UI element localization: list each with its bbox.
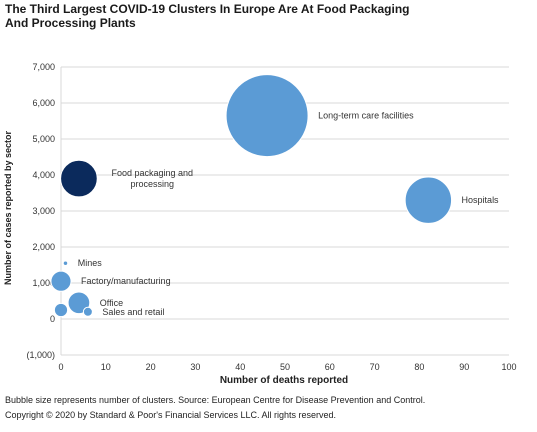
footnote: Bubble size represents number of cluster… (5, 395, 426, 405)
bubble-chart: (1,000)01,0002,0003,0004,0005,0006,0007,… (3, 62, 517, 386)
x-tick-label: 40 (235, 362, 245, 372)
x-tick-labels: 0 10 20 30 40 50 60 70 80 90 100 (58, 362, 516, 372)
x-tick-label: 70 (370, 362, 380, 372)
x-tick-label: 90 (459, 362, 469, 372)
x-tick-label: 60 (325, 362, 335, 372)
bubble-hospitals (404, 176, 453, 224)
y-tick-labels: (1,000) 0 1,000 2,000 3,000 4,000 5,000 6,000 7,… (26, 62, 55, 360)
x-tick-label: 0 (58, 362, 63, 372)
bubble-mines (62, 260, 69, 266)
bubble-label: Food packaging and processing (111, 168, 193, 189)
bubble-food-packaging-and-processing (60, 159, 98, 198)
bubble-label: Sales and retail (102, 307, 164, 317)
x-tick-label: 50 (280, 362, 290, 372)
y-tick-label: 4,000 (32, 170, 55, 180)
bubble-label: Mines (78, 258, 103, 268)
x-tick-label: 10 (101, 362, 111, 372)
bubble-long-term-care-facilities (225, 74, 309, 158)
bubble-office (67, 291, 91, 315)
bubble-factory-manufacturing (50, 270, 72, 292)
bubble-label: Hospitals (462, 195, 500, 205)
bubble-unlabeled (53, 302, 69, 318)
y-axis-label: Number of cases reported by sector (3, 130, 13, 285)
x-tick-label: 30 (190, 362, 200, 372)
x-axis-label: Number of deaths reported (220, 375, 348, 386)
y-tick-label: 2,000 (32, 242, 55, 252)
bubble-labels: Long-term care facilities Hospitals Food p… (78, 111, 499, 317)
y-tick-label: 6,000 (32, 98, 55, 108)
x-tick-label: 80 (414, 362, 424, 372)
y-tick-label: 0 (50, 314, 55, 324)
x-tick-label: 100 (501, 362, 516, 372)
y-tick-label: 5,000 (32, 134, 55, 144)
bubbles (50, 74, 453, 318)
y-tick-label: (1,000) (26, 350, 55, 360)
bubble-sales-and-retail (82, 306, 93, 317)
chart-title: The Third Largest COVID-19 Clusters In E… (5, 2, 410, 30)
y-tick-label: 1,000 (32, 278, 55, 288)
y-tick-label: 7,000 (32, 62, 55, 72)
bubble-label: Factory/manufacturing (81, 276, 171, 286)
bubble-label: Office (100, 298, 123, 308)
copyright: Copyright © 2020 by Standard & Poor's Fi… (5, 410, 337, 420)
x-tick-label: 20 (146, 362, 156, 372)
y-tick-label: 3,000 (32, 206, 55, 216)
bubble-label: Long-term care facilities (318, 111, 414, 121)
